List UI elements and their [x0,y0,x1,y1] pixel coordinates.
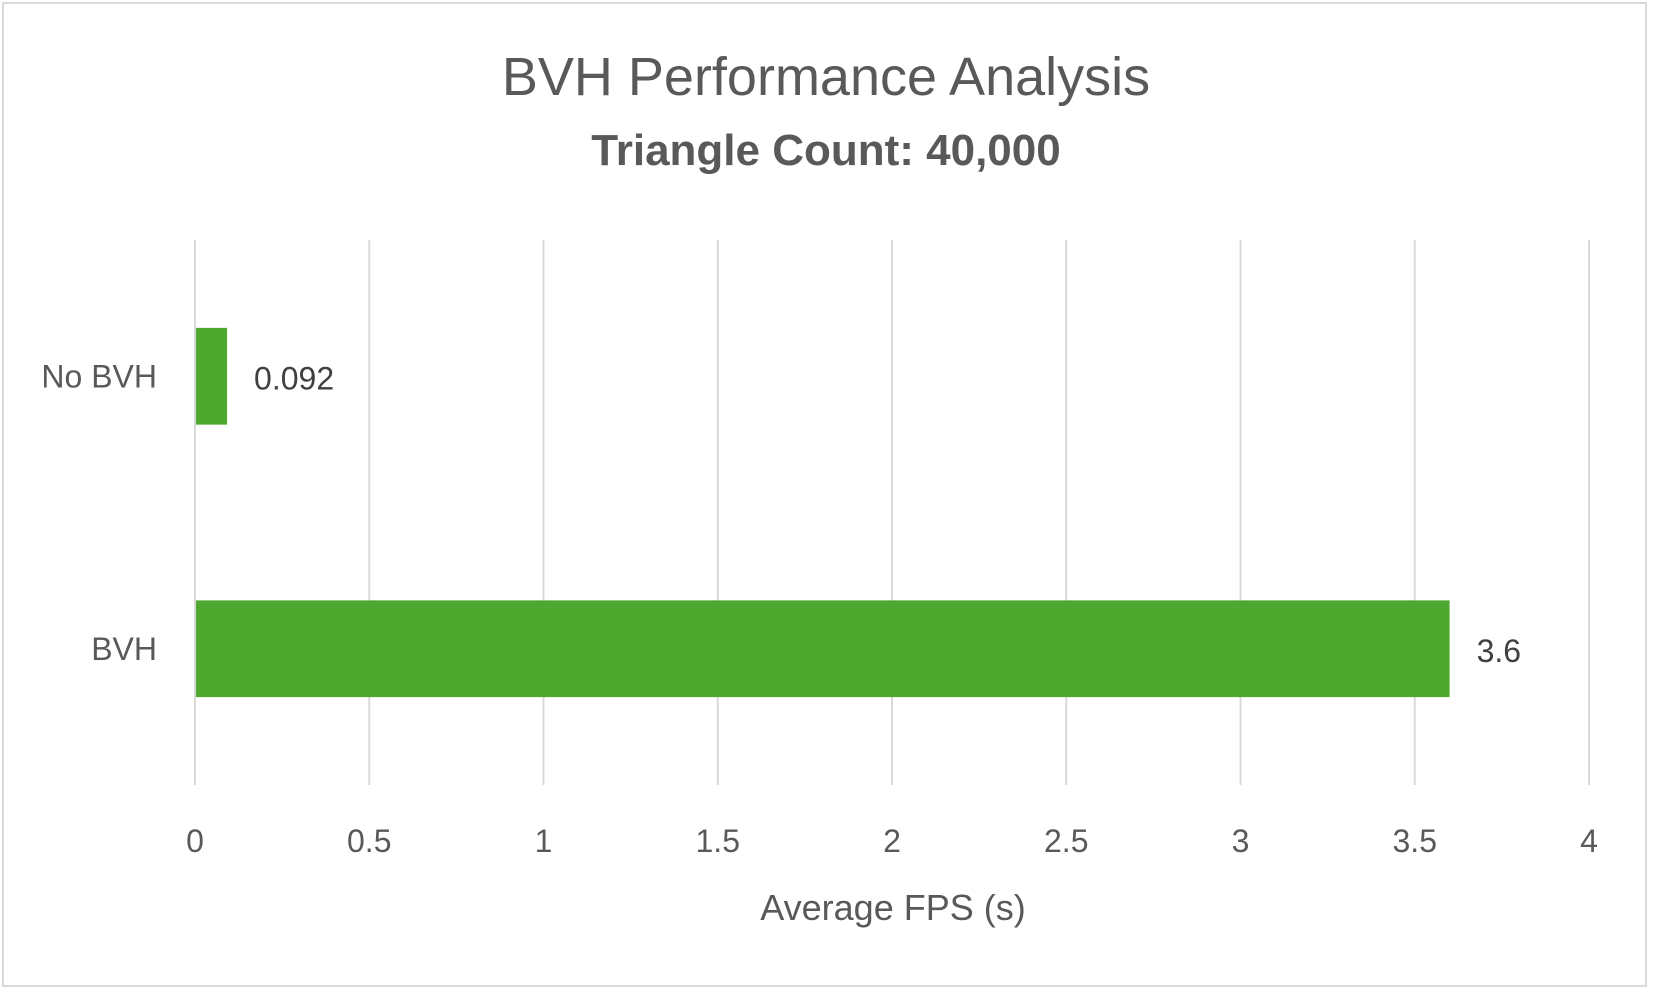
x-tick-label: 1 [535,823,553,859]
chart-title: BVH Performance Analysis [502,47,1150,107]
x-tick-labels: 0 0.5 1 1.5 2 2.5 3 3.5 4 [186,823,1598,859]
data-label: 3.6 [1477,633,1521,669]
data-label: 0.092 [254,360,334,396]
data-labels: 0.092 3.6 [254,360,1521,669]
x-tick-label: 0 [186,823,204,859]
chart-subtitle: Triangle Count: 40,000 [591,126,1060,175]
x-tick-label: 3 [1232,823,1250,859]
gridlines [194,240,1590,785]
bar-0 [196,327,228,425]
bar-1 [196,600,1450,698]
category-label: BVH [91,631,157,667]
bars [196,327,1450,698]
x-tick-label: 3.5 [1393,823,1437,859]
x-tick-label: 1.5 [696,823,740,859]
category-label: No BVH [41,358,157,394]
category-labels: No BVH BVH [41,358,157,667]
x-tick-label: 2.5 [1044,823,1088,859]
x-tick-label: 4 [1580,823,1598,859]
x-tick-label: 2 [883,823,901,859]
x-axis-title: Average FPS (s) [760,887,1025,928]
x-tick-label: 0.5 [347,823,391,859]
